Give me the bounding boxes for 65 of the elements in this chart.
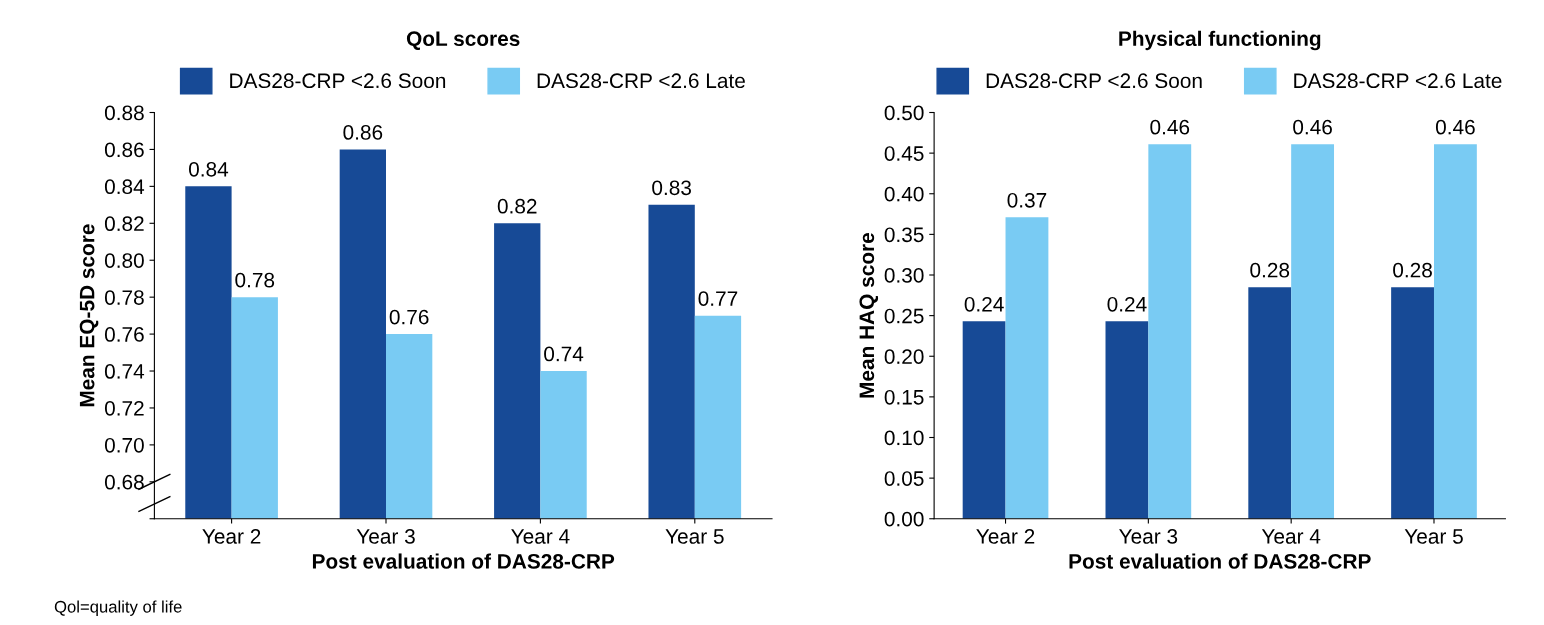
data-label: 0.24: [1107, 296, 1147, 312]
bar: [1005, 217, 1049, 519]
data-label: 0.24: [964, 296, 1004, 312]
y-tick-label: 0.20: [884, 349, 924, 364]
data-label: 0.86: [343, 125, 383, 140]
legend-label: DAS28-CRP <2.6 Late: [1294, 73, 1502, 89]
y-tick-label: 0.80: [104, 253, 144, 268]
y-axis-title: Mean EQ-5D score: [79, 224, 99, 407]
data-label: 0.74: [544, 346, 584, 362]
data-label: 0.77: [698, 291, 738, 306]
y-tick-label: 0.88: [104, 105, 144, 121]
y-tick-label: 0.25: [884, 308, 924, 324]
y-tick-label: 0.35: [884, 227, 924, 243]
x-tick-label: Year 4: [511, 529, 570, 544]
y-tick-label: 0.15: [884, 389, 924, 405]
x-axis-title: Post evaluation of DAS28-CRP: [312, 553, 615, 569]
legend-label: DAS28-CRP <2.6 Soon: [230, 73, 446, 89]
legend-label: DAS28-CRP <2.6 Late: [537, 73, 745, 89]
data-label: 0.28: [1250, 262, 1290, 278]
data-label: 0.82: [497, 198, 537, 214]
y-tick-label: 0.86: [104, 142, 144, 158]
data-label: 0.76: [389, 309, 429, 325]
x-tick-label: Year 3: [1119, 529, 1178, 544]
chart-title: Physical functioning: [1119, 30, 1321, 51]
y-tick-label: 0.00: [884, 511, 924, 527]
bar: [1391, 287, 1434, 519]
bar: [1433, 144, 1477, 519]
data-label: 0.84: [188, 161, 229, 177]
bar: [1105, 321, 1149, 519]
bar: [1291, 144, 1335, 519]
data-label: 0.37: [1007, 192, 1047, 208]
data-label: 0.28: [1393, 262, 1432, 278]
y-tick-label: 0.78: [104, 290, 144, 305]
x-tick-label: Year 4: [1261, 529, 1321, 544]
y-tick-label: 0.76: [104, 327, 144, 342]
data-label: 0.46: [1293, 119, 1332, 135]
y-tick-label: 0.70: [104, 437, 144, 453]
y-tick-label: 0.30: [884, 268, 924, 283]
data-label: 0.83: [652, 180, 691, 196]
legend-label: DAS28-CRP <2.6 Soon: [986, 73, 1202, 89]
data-label: 0.46: [1150, 119, 1190, 135]
y-tick-label: 0.74: [104, 364, 145, 379]
bar: [962, 321, 1006, 519]
text: Qol=quality of life: [54, 600, 182, 616]
y-tick-label: 0.84: [104, 179, 145, 195]
x-axis-title: Post evaluation of DAS28-CRP: [1069, 553, 1371, 569]
x-tick-label: Year 5: [665, 529, 724, 544]
x-tick-label: Year 5: [1404, 529, 1463, 544]
chart-title: QoL scores: [406, 31, 520, 50]
y-tick-label: 0.40: [884, 186, 924, 202]
y-tick-label: 0.45: [884, 146, 924, 161]
y-tick-label: 0.10: [884, 430, 924, 446]
y-tick-label: 0.05: [884, 471, 924, 486]
y-tick-label: 0.68: [104, 474, 144, 490]
bar: [1148, 144, 1192, 519]
x-tick-label: Year 2: [976, 529, 1035, 544]
bar: [1248, 287, 1292, 519]
y-tick-label: 0.82: [104, 216, 144, 232]
y-tick-label: 0.72: [104, 400, 144, 416]
y-axis-title: Mean HAQ score: [859, 232, 879, 398]
y-tick-label: 0.50: [884, 105, 924, 121]
x-tick-label: Year 3: [356, 529, 415, 544]
x-tick-label: Year 2: [202, 529, 261, 544]
data-label: 0.46: [1435, 119, 1475, 135]
data-label: 0.78: [235, 272, 275, 288]
